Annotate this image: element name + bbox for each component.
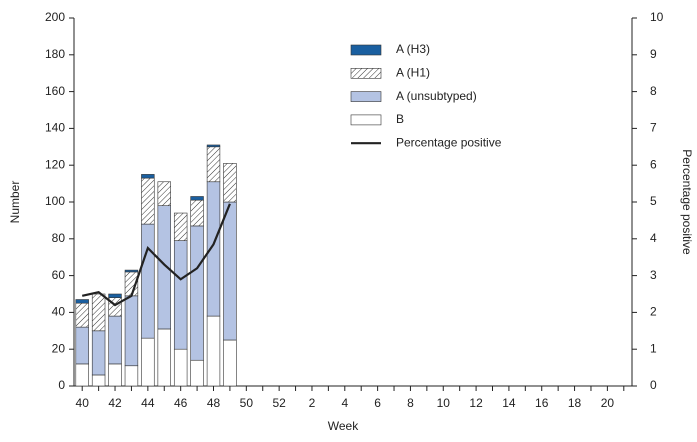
bar-segment [190, 196, 204, 201]
x-tick-label: 20 [601, 396, 615, 410]
bar-segment [223, 339, 237, 387]
legend-swatch [350, 91, 382, 102]
x-tick-label: 2 [309, 396, 316, 410]
x-tick-label: 12 [469, 396, 483, 410]
bar-segment [173, 240, 188, 350]
bar-segment [108, 315, 122, 365]
bar-segment [108, 293, 122, 298]
y-tick-label: 20 [52, 341, 66, 355]
bar-segment [173, 348, 188, 387]
bar-segment [124, 365, 139, 387]
bar-segment [141, 337, 155, 387]
y-tick-label: 160 [45, 84, 65, 98]
x-tick-label: 16 [535, 396, 549, 410]
legend-label: A (H3) [396, 42, 430, 56]
bar-segment [75, 302, 89, 328]
y2-tick-label: 9 [650, 47, 657, 61]
bar-segment [223, 201, 237, 341]
bar-segment [141, 177, 155, 225]
y-axis-label: Number [8, 181, 22, 224]
y-tick-label: 140 [45, 121, 65, 135]
legend-label: A (H1) [396, 65, 430, 79]
bar-segment [206, 144, 221, 148]
y-tick-label: 0 [58, 378, 65, 392]
legend-label: Percentage positive [396, 135, 502, 149]
x-tick-label: 6 [374, 396, 381, 410]
bar-segment [91, 293, 106, 332]
x-tick-label: 50 [240, 396, 254, 410]
x-tick-label: 42 [108, 396, 122, 410]
line [81, 203, 231, 307]
legend-swatch [350, 44, 382, 56]
y2-axis-label: Percentage positive [680, 149, 694, 255]
bar-segment [75, 363, 89, 387]
bar-segment [91, 330, 106, 376]
bar-segment [173, 212, 188, 241]
y-tick-label: 200 [45, 10, 65, 24]
bar-segment [75, 326, 89, 365]
y2-tick-label: 1 [650, 341, 657, 355]
y2-tick-label: 5 [650, 194, 657, 208]
bar-segment [190, 199, 204, 227]
legend-swatch [350, 114, 382, 126]
x-tick-label: 14 [502, 396, 516, 410]
y2-tick-label: 7 [650, 121, 657, 135]
bar-segment [223, 163, 237, 203]
bar-segment [141, 223, 155, 339]
bar-segment [157, 181, 171, 206]
y-tick-label: 120 [45, 157, 65, 171]
bar-segment [206, 315, 221, 387]
y-tick-label: 60 [52, 268, 66, 282]
y-tick-label: 100 [45, 194, 65, 208]
y-tick-label: 80 [52, 231, 66, 245]
y2-tick-label: 2 [650, 305, 657, 319]
y-tick-label: 180 [45, 47, 65, 61]
bar-segment [124, 269, 139, 273]
bar-segment [190, 225, 204, 361]
x-tick-label: 8 [407, 396, 414, 410]
y2-tick-label: 4 [650, 231, 657, 245]
y2-tick-label: 10 [650, 10, 664, 24]
y2-tick-label: 8 [650, 84, 657, 98]
bar-segment [124, 295, 139, 367]
x-tick-label: 44 [141, 396, 155, 410]
x-tick-label: 18 [568, 396, 582, 410]
legend-label: B [396, 112, 404, 126]
bar-segment [91, 374, 106, 387]
x-tick-label: 10 [437, 396, 451, 410]
legend-swatch [350, 68, 382, 79]
x-tick-label: 46 [174, 396, 188, 410]
x-tick-label: 4 [341, 396, 348, 410]
bar-segment [108, 363, 122, 387]
y2-tick-label: 0 [650, 378, 657, 392]
x-axis-label: Week [328, 419, 359, 433]
x-tick-label: 48 [207, 396, 221, 410]
y-tick-label: 40 [52, 305, 66, 319]
x-tick-label: 40 [76, 396, 90, 410]
y2-tick-label: 3 [650, 268, 657, 282]
bar-segment [157, 328, 171, 387]
y2-tick-label: 6 [650, 157, 657, 171]
legend-label: A (unsubtyped) [396, 89, 477, 103]
bar-segment [75, 299, 89, 304]
bar-segment [206, 146, 221, 183]
bar-segment [190, 359, 204, 387]
x-tick-label: 52 [272, 396, 286, 410]
bar-segment [141, 174, 155, 179]
